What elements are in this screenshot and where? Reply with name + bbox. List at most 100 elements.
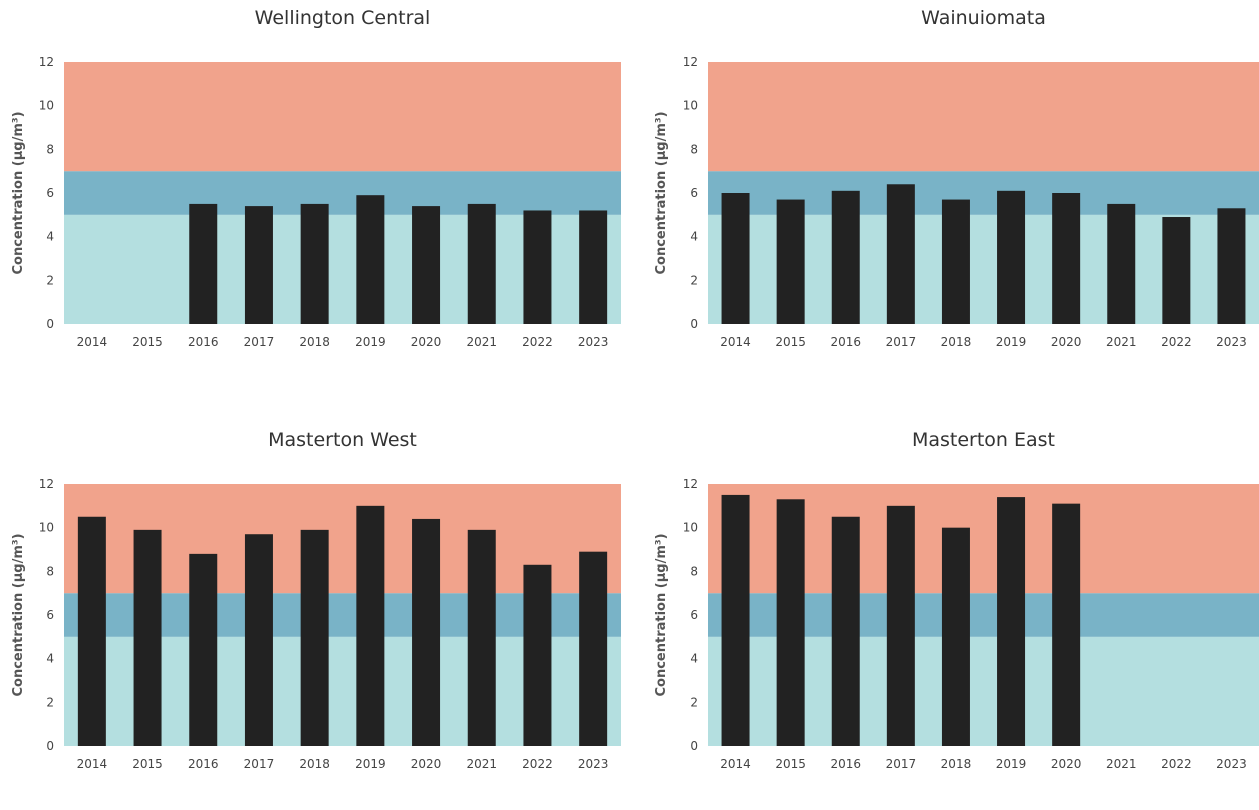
- bar-2023: [579, 551, 608, 746]
- bar-2018: [941, 527, 970, 746]
- bar-2016: [831, 516, 860, 746]
- bar-2015: [776, 499, 805, 746]
- x-tick-label: 2016: [188, 757, 219, 771]
- chart-title: Masterton East: [912, 429, 1055, 451]
- bar-2016: [189, 553, 218, 746]
- bar-2014: [721, 494, 750, 746]
- y-tick-label: 0: [690, 317, 698, 331]
- x-tick-label: 2015: [132, 757, 163, 771]
- x-tick-label: 2017: [244, 757, 275, 771]
- charts-grid: Wellington Central 0 2 4 6 8 10 12 Concentration…: [0, 0, 1259, 771]
- band-5-7: [64, 171, 621, 215]
- bar-2021: [467, 529, 496, 746]
- y-tick-label: 12: [683, 477, 698, 491]
- bar-2017: [886, 184, 915, 324]
- y-tick-label: 10: [683, 99, 698, 113]
- x-tick-label: 2014: [77, 757, 108, 771]
- x-tick-label: 2018: [299, 335, 330, 349]
- band-7-12: [708, 62, 1259, 172]
- bar-2020: [412, 206, 441, 324]
- chart-svg: Wellington Central 0 2 4 6 8 10 12 Concentration…: [11, 7, 621, 349]
- chart-panel-wellington-central: Wellington Central 0 2 4 6 8 10 12 Concentration…: [0, 0, 630, 388]
- x-tick-label: 2014: [720, 757, 751, 771]
- y-tick-label: 12: [39, 55, 54, 69]
- y-tick-label: 6: [690, 608, 698, 622]
- bar-2019: [356, 195, 385, 324]
- x-tick-label: 2020: [1051, 757, 1082, 771]
- y-tick-label: 6: [46, 608, 54, 622]
- y-axis-label: Concentration (µg/m³): [654, 111, 669, 274]
- y-tick-label: 2: [46, 273, 54, 287]
- y-axis-label: Concentration (µg/m³): [11, 111, 26, 274]
- x-tick-label: 2018: [941, 757, 972, 771]
- x-tick-label: 2020: [411, 757, 442, 771]
- x-tick-label: 2021: [1106, 757, 1137, 771]
- chart-svg: Wainuiomata 0 2 4 6 8 10 12 Concentration (µg/m³…: [654, 7, 1259, 349]
- y-tick-label: 8: [690, 142, 698, 156]
- x-tick-label: 2021: [466, 757, 497, 771]
- y-tick-label: 4: [46, 652, 54, 666]
- bar-2017: [244, 534, 273, 746]
- chart-title: Wainuiomata: [921, 7, 1046, 29]
- x-tick-label: 2022: [522, 335, 553, 349]
- bar-2016: [189, 203, 218, 324]
- bar-2019: [356, 505, 385, 746]
- x-tick-label: 2019: [996, 335, 1027, 349]
- x-tick-label: 2015: [132, 335, 163, 349]
- y-tick-label: 2: [690, 273, 698, 287]
- bar-2021: [1107, 203, 1136, 324]
- y-tick-label: 8: [46, 564, 54, 578]
- band-7-12: [64, 62, 621, 172]
- y-tick-label: 10: [39, 521, 54, 535]
- x-tick-label: 2022: [522, 757, 553, 771]
- x-tick-label: 2022: [1161, 335, 1192, 349]
- x-tick-label: 2022: [1161, 757, 1192, 771]
- x-tick-label: 2019: [355, 335, 386, 349]
- bar-2015: [776, 199, 805, 324]
- y-tick-label: 2: [690, 695, 698, 709]
- y-tick-label: 10: [39, 99, 54, 113]
- bar-2020: [1052, 503, 1081, 746]
- y-tick-label: 6: [690, 186, 698, 200]
- chart-title: Masterton West: [268, 429, 417, 451]
- y-tick-label: 6: [46, 186, 54, 200]
- y-tick-label: 2: [46, 695, 54, 709]
- x-tick-label: 2021: [466, 335, 497, 349]
- y-tick-label: 4: [46, 230, 54, 244]
- x-tick-label: 2023: [1216, 757, 1247, 771]
- x-tick-label: 2017: [886, 757, 917, 771]
- bar-2020: [412, 518, 441, 746]
- chart-title: Wellington Central: [255, 7, 431, 29]
- chart-svg: Masterton West 0 2 4 6 8 10 12 Concentration (µg…: [11, 429, 621, 771]
- x-tick-label: 2020: [1051, 335, 1082, 349]
- x-tick-label: 2016: [830, 335, 861, 349]
- x-tick-label: 2020: [411, 335, 442, 349]
- bar-2018: [941, 199, 970, 324]
- chart-panel-masterton-west: Masterton West 0 2 4 6 8 10 12 Concentration (µg…: [0, 422, 630, 810]
- bar-2017: [244, 206, 273, 324]
- y-tick-label: 8: [690, 564, 698, 578]
- x-tick-label: 2023: [578, 757, 609, 771]
- y-tick-label: 4: [690, 230, 698, 244]
- y-tick-label: 10: [683, 521, 698, 535]
- y-tick-label: 0: [46, 317, 54, 331]
- y-tick-label: 12: [39, 477, 54, 491]
- bar-2019: [997, 497, 1026, 746]
- y-tick-label: 8: [46, 142, 54, 156]
- x-tick-label: 2019: [355, 757, 386, 771]
- x-tick-label: 2016: [830, 757, 861, 771]
- x-tick-label: 2021: [1106, 335, 1137, 349]
- bar-2017: [886, 505, 915, 746]
- y-tick-label: 12: [683, 55, 698, 69]
- bar-2019: [997, 190, 1026, 324]
- x-tick-label: 2017: [244, 335, 275, 349]
- x-tick-label: 2023: [578, 335, 609, 349]
- y-tick-label: 0: [690, 739, 698, 753]
- x-tick-label: 2014: [77, 335, 108, 349]
- bar-2022: [1162, 217, 1191, 324]
- bar-2023: [579, 210, 608, 324]
- x-tick-label: 2015: [775, 757, 806, 771]
- y-axis-label: Concentration (µg/m³): [11, 533, 26, 696]
- chart-panel-wainuiomata: Wainuiomata 0 2 4 6 8 10 12 Concentration (µg/m³…: [643, 0, 1259, 388]
- bar-2022: [523, 564, 552, 746]
